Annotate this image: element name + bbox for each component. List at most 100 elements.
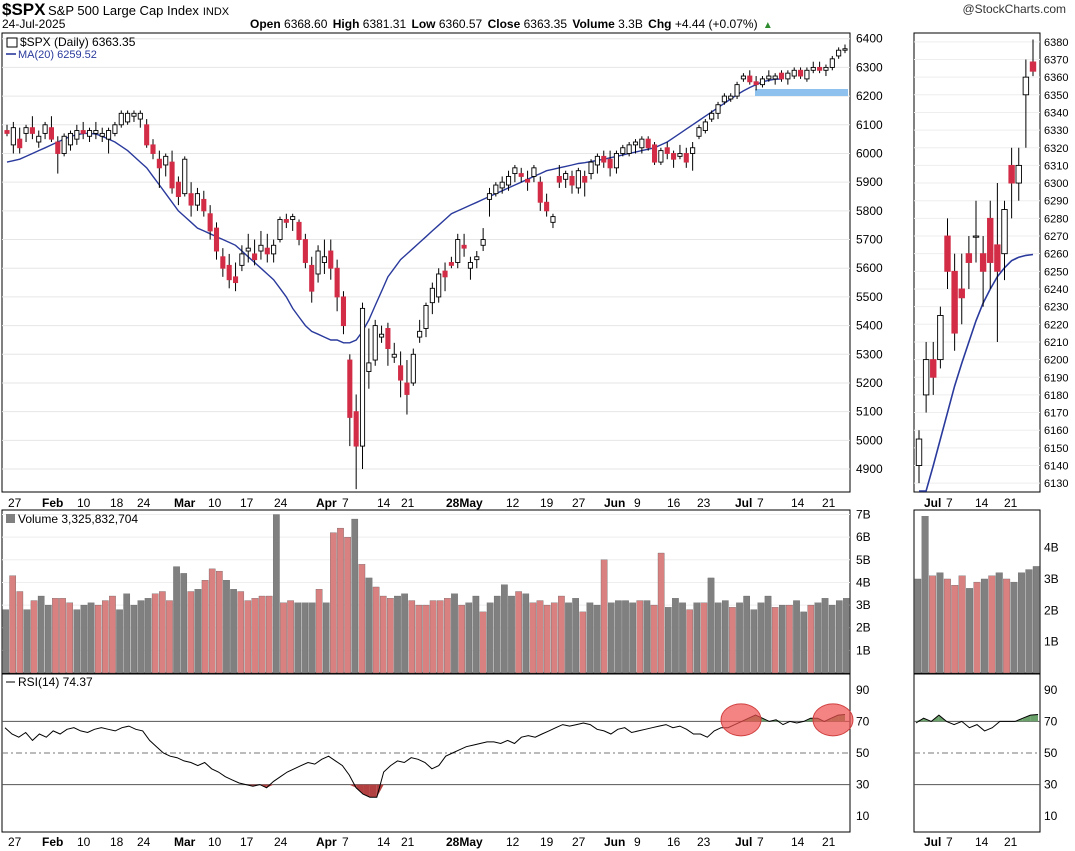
volume-bar (444, 598, 451, 674)
rsi-date-tick-label: Feb (42, 835, 63, 849)
candle (106, 130, 112, 140)
rsi-date-tick-label: 10 (208, 835, 222, 849)
rsi-date-tick-label: 24 (274, 835, 288, 849)
volume-bar (16, 591, 24, 674)
date-tick-label: 17 (240, 496, 254, 510)
volume-bar (828, 604, 836, 674)
candle (80, 130, 86, 134)
candle (759, 78, 766, 86)
inset-volume-bar (966, 588, 974, 674)
inset-volume-bar (980, 578, 988, 674)
candle (696, 127, 702, 137)
rsi-date-tick-label: 7 (342, 835, 349, 849)
date-tick-label: 10 (208, 496, 222, 510)
volume-bar (714, 602, 722, 674)
inset-price-tick-label: 6310 (1044, 160, 1068, 172)
candle (740, 75, 746, 80)
index-name-text: S&P 500 Large Cap Index (48, 3, 199, 18)
price-tick-label: 5800 (856, 204, 883, 218)
inset-volume-bar (943, 578, 951, 674)
price-tick-label: 6300 (856, 60, 883, 74)
volume-tick-label: 2B (856, 621, 871, 635)
volume-bar (109, 595, 116, 674)
volume-bar (408, 600, 416, 674)
candle (448, 262, 454, 266)
index-name: S&P 500 Large Cap Index INDX (48, 3, 229, 18)
volume-bar (757, 602, 765, 674)
volume-bar (80, 604, 88, 674)
inset-volume-bar (1025, 569, 1033, 674)
inset-volume-bar (973, 581, 981, 674)
inset-candle (922, 359, 930, 396)
candle (42, 124, 48, 134)
volume-bar (579, 611, 587, 674)
volume-bar (572, 598, 579, 674)
inset-volume-bar (951, 585, 959, 674)
volume-bar (650, 604, 658, 674)
candle (499, 181, 505, 189)
volume-bar (287, 600, 294, 674)
inset-volume-tick-label: 2B (1044, 603, 1059, 617)
volume-bar (208, 568, 216, 674)
date-tick-label: 14 (791, 496, 805, 510)
inset-volume-tick-label: 1B (1044, 635, 1059, 649)
inset-price-tick-label: 6340 (1044, 107, 1068, 119)
volume-bar (679, 602, 686, 674)
candle (169, 161, 175, 189)
inset-date-tick-label: 14 (975, 496, 989, 510)
candle (480, 239, 486, 246)
candle (277, 219, 283, 240)
candle (213, 227, 220, 252)
candle (302, 239, 308, 263)
inset-price-tick-label: 6260 (1044, 249, 1068, 261)
volume-bar (451, 593, 458, 674)
inset-date-tick-label: 7 (946, 496, 953, 510)
inset-price-tick-label: 6130 (1044, 478, 1068, 490)
candle (429, 287, 435, 304)
inset-price-tick-label: 6240 (1044, 284, 1068, 296)
price-tick-label: 6000 (856, 146, 883, 160)
volume-bar (372, 586, 380, 674)
inset-volume-bar (1018, 572, 1025, 674)
volume-bar (337, 527, 344, 674)
candle (588, 161, 594, 175)
volume-bar (280, 602, 287, 674)
date-tick-label: 24 (274, 496, 288, 510)
inset-rsi-tick-label: 70 (1044, 714, 1058, 728)
candle (823, 66, 829, 71)
candle (810, 66, 816, 71)
candle (531, 167, 537, 177)
candle (461, 244, 467, 249)
volume-bar (59, 598, 66, 674)
chg-label: Chg (648, 17, 672, 31)
candle (518, 173, 524, 177)
volume-bar (707, 577, 715, 674)
chg-value: +4.44 (+0.07%) (674, 17, 758, 31)
volume-bar (543, 604, 551, 674)
volume-legend: Volume 3,325,832,704 (18, 512, 138, 526)
volume-bar (94, 604, 102, 674)
candle (493, 184, 499, 195)
date-tick-label: Mar (174, 496, 196, 510)
volume-bar (244, 600, 252, 674)
candle (182, 158, 188, 195)
candle (36, 135, 42, 143)
volume-bar (365, 577, 373, 674)
candle (283, 219, 289, 223)
volume-bar (643, 600, 651, 674)
candle (321, 256, 327, 263)
price-inset-frame (913, 32, 1041, 493)
candle (817, 66, 823, 71)
candle (721, 95, 727, 103)
inset-candle (958, 288, 965, 299)
volume-legend-swatch (6, 514, 15, 523)
volume-bar (607, 602, 615, 674)
rsi-tick-label: 50 (856, 746, 870, 760)
candle (423, 305, 429, 329)
rsi-tick-label: 30 (856, 778, 870, 792)
candle (671, 153, 677, 160)
date-tick-label: 24 (137, 496, 151, 510)
rsi-oversold-fill (363, 784, 370, 798)
candle (563, 173, 569, 180)
candle (512, 167, 518, 175)
